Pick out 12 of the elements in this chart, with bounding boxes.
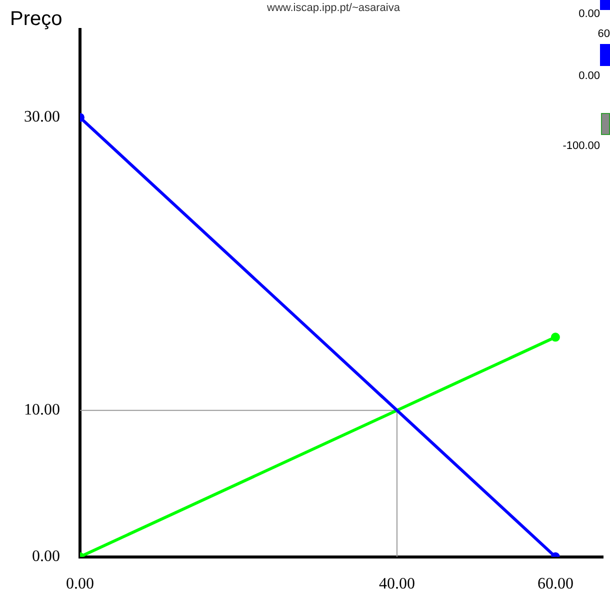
y-tick-label: 30.00	[24, 108, 60, 126]
y-tick-label: 10.00	[24, 402, 60, 419]
annotation: 0.00	[578, 70, 600, 82]
x-tick-label: 60.00	[537, 576, 574, 593]
y-tick-label: 0.00	[32, 548, 60, 566]
x-tick-label: 0.00	[66, 576, 94, 593]
annotation: -100.00	[562, 140, 600, 152]
annotation: 60	[598, 28, 610, 40]
text: www.iscap.ipp.pt/~asaraiva	[267, 2, 400, 14]
x-tick-label: 40.00	[378, 576, 415, 593]
text: 0.00	[578, 8, 600, 20]
y-axis-title: Preço	[10, 8, 62, 31]
